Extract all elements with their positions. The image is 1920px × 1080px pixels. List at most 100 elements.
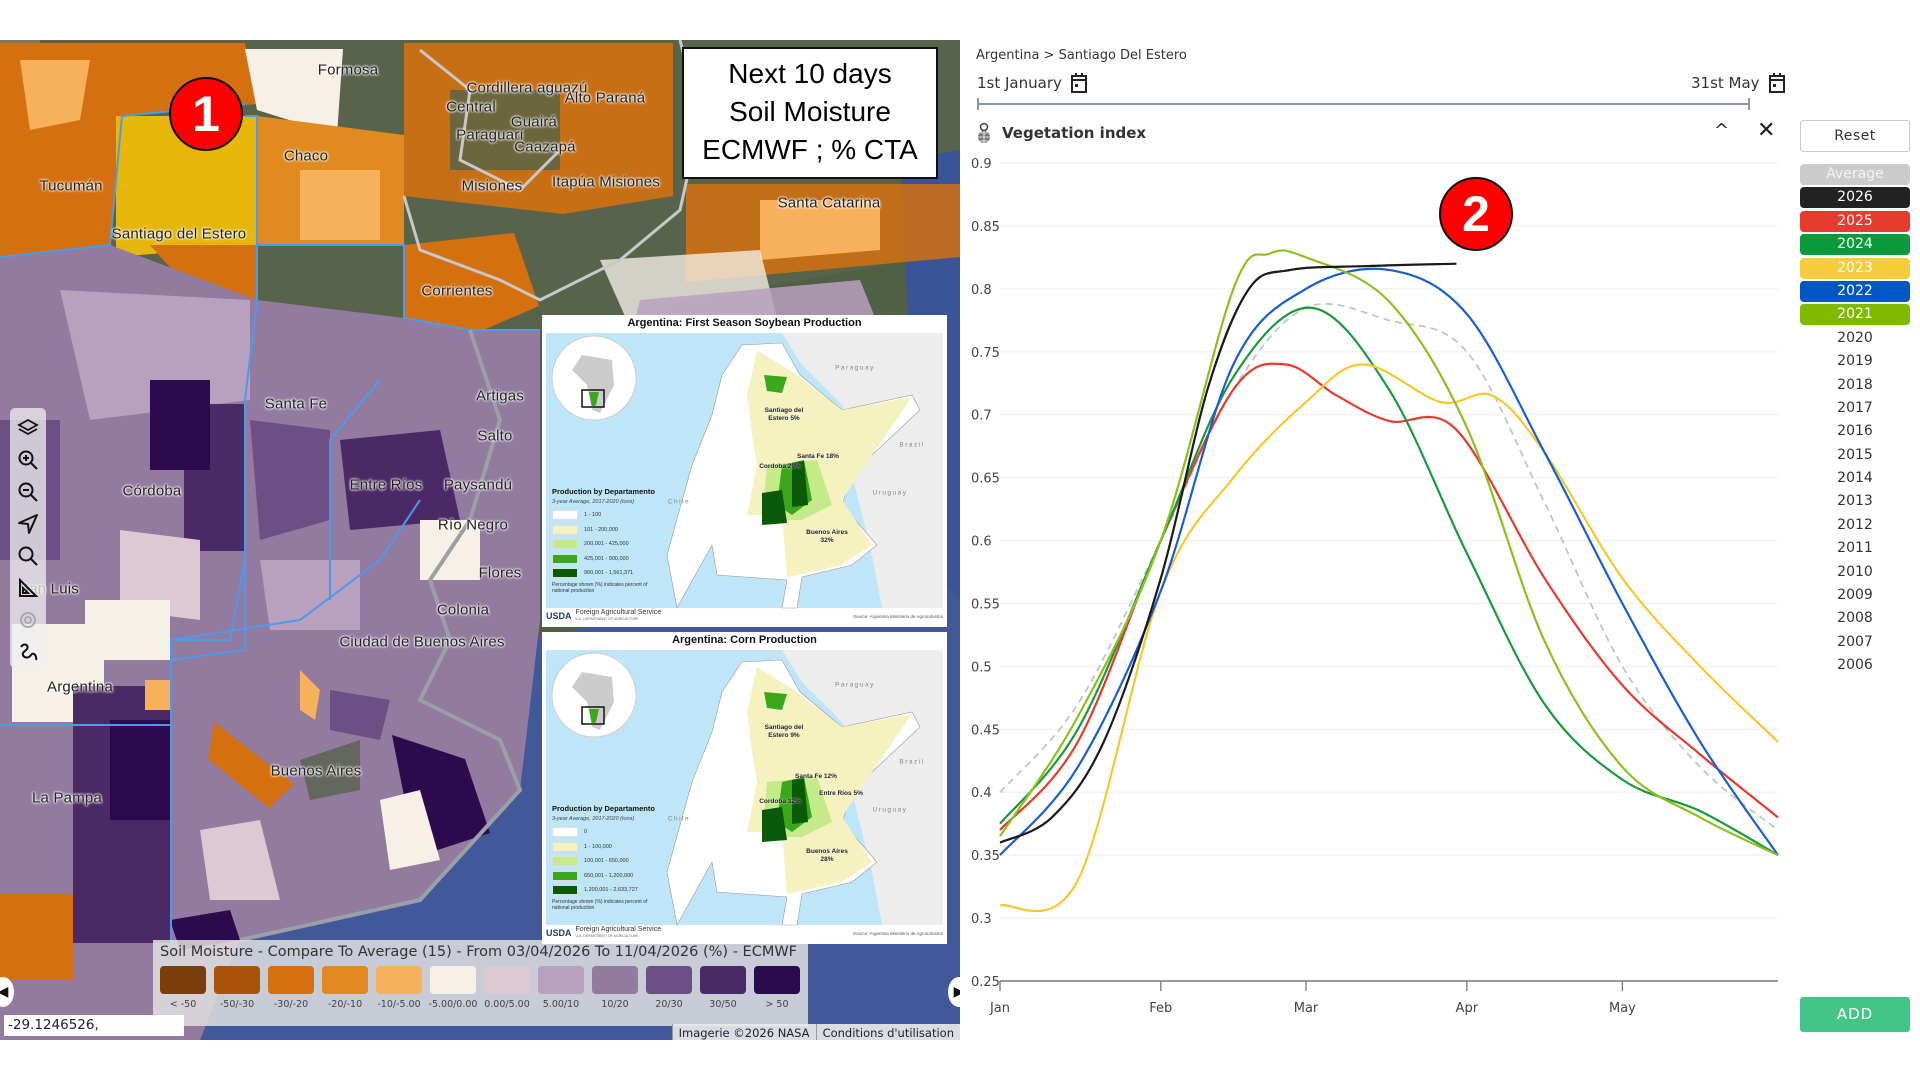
legend-year-2007[interactable]: 2007 — [1837, 633, 1873, 650]
inset-title: Argentina: Corn Production — [672, 634, 817, 646]
legend-year-2006[interactable]: 2006 — [1837, 657, 1873, 674]
zoom-in-icon[interactable] — [13, 444, 43, 476]
inset-note: Percentage shown (%) indicates percent o… — [552, 581, 648, 595]
inset-legend-swatch — [552, 539, 578, 550]
reset-button[interactable]: Reset — [1800, 120, 1910, 152]
close-icon[interactable]: ✕ — [1757, 118, 1776, 143]
legend-year-2017[interactable]: 2017 — [1837, 399, 1873, 416]
map-label: Corrientes — [421, 282, 493, 300]
map-label: Córdoba — [122, 482, 182, 500]
map-label: Chaco — [283, 147, 329, 165]
imagery-credit: Imagerie ©2026 NASA — [671, 1024, 816, 1040]
legend-year-2013[interactable]: 2013 — [1837, 493, 1873, 510]
inset-legend-row: 1 - 100 — [552, 508, 662, 523]
legend-year-2018[interactable]: 2018 — [1837, 376, 1873, 393]
layers-icon[interactable] — [13, 412, 43, 444]
inset-legend-swatch — [552, 885, 578, 896]
legend-class-label: 20/30 — [655, 999, 683, 1010]
inset-legend-label: 1,200,001 - 2,633,727 — [584, 887, 638, 894]
map-label: Formosa — [317, 61, 379, 79]
legend-swatch — [160, 966, 206, 994]
legend-year-2016[interactable]: 2016 — [1837, 423, 1873, 440]
inset-country-label: Chile — [667, 815, 691, 823]
inset-legend-swatch — [552, 841, 578, 852]
add-button[interactable]: ADD — [1800, 997, 1910, 1032]
legend-year-2015[interactable]: 2015 — [1837, 446, 1873, 463]
department-name: U.S. DEPARTMENT OF AGRICULTURE — [575, 617, 639, 621]
map-label: Argentina — [46, 678, 114, 696]
inset-legend-swatch — [552, 856, 578, 867]
inset-legend-subtitle: 3-year Average, 2017-2020 (tons) — [552, 499, 635, 505]
inset-footer: USDA Foreign Agricultural Service U.S. DEP… — [546, 608, 943, 624]
legend-year-2023[interactable]: 2023 — [1800, 257, 1910, 279]
map-label: Misiones — [461, 177, 523, 195]
legend-year-2009[interactable]: 2009 — [1837, 587, 1873, 604]
inset-legend-swatch — [552, 510, 578, 521]
info-line: Next 10 days — [728, 58, 892, 89]
legend-class: 30/50 — [700, 966, 746, 1010]
inset-legend-row: 1 - 100,000 — [552, 840, 662, 855]
legend-class: -5.00/0.00 — [429, 966, 477, 1010]
legend-class: -50/-30 — [214, 966, 260, 1010]
legend-year-2024[interactable]: 2024 — [1800, 234, 1910, 256]
map-label: Colonia — [436, 601, 490, 619]
map-label: La Pampa — [32, 789, 102, 807]
map-label: Guairá — [510, 113, 558, 131]
end-date-picker[interactable]: 31st May — [1691, 72, 1786, 94]
breadcrumb[interactable]: Argentina > Santiago Del Estero — [976, 48, 1187, 63]
legend-class-label: 10/20 — [601, 999, 629, 1010]
legend-class: -20/-10 — [322, 966, 368, 1010]
navigate-icon[interactable] — [13, 508, 43, 540]
legend-class-label: 5.00/10 — [542, 999, 580, 1010]
prev-arrow-icon[interactable]: ◀ — [0, 977, 14, 1007]
legend-year-2011[interactable]: 2011 — [1837, 540, 1873, 557]
inset-note: Percentage shown (%) indicates percent o… — [552, 898, 648, 912]
inset-province-label: Santa Fe 12% — [795, 773, 837, 780]
zoom-out-icon[interactable] — [13, 476, 43, 508]
inset-legend-title: Production by Departamento — [552, 804, 655, 813]
map-label: Tucumán — [39, 177, 103, 195]
inset-source: Source: Argentina Ministerio de Agroindu… — [852, 613, 943, 619]
map-label: Caazapá — [514, 138, 576, 156]
inset-map-graphic — [546, 650, 943, 926]
legend-year-2021[interactable]: 2021 — [1800, 304, 1910, 326]
locate-icon[interactable] — [13, 604, 43, 636]
legend-class: > 50 — [754, 966, 800, 1010]
legend-year-2025[interactable]: 2025 — [1800, 210, 1910, 232]
legend-class-label: 0.00/5.00 — [484, 999, 530, 1010]
calendar-icon[interactable] — [1768, 72, 1786, 94]
legend-year-2022[interactable]: 2022 — [1800, 280, 1910, 302]
collapse-caret-icon[interactable]: ^ — [1714, 120, 1730, 141]
vegetation-panel: Argentina > Santiago Del Estero 1st Janu… — [960, 0, 1920, 1080]
measure-icon[interactable] — [13, 572, 43, 604]
inset-legend-label: 200,001 - 425,000 — [584, 541, 629, 548]
legend-year-2026[interactable]: 2026 — [1800, 187, 1910, 209]
date-range-slider[interactable] — [977, 98, 1750, 110]
legend-swatch — [430, 966, 476, 994]
legend-year-2008[interactable]: 2008 — [1837, 610, 1873, 627]
legend-year-2019[interactable]: 2019 — [1837, 353, 1873, 370]
inset-legend-row: 650,001 - 1,200,000 — [552, 869, 662, 884]
department-name: U.S. DEPARTMENT OF AGRICULTURE — [575, 934, 639, 938]
agency-name: Foreign Agricultural Service U.S. DEPARTM… — [575, 609, 662, 621]
legend-year-2020[interactable]: 2020 — [1837, 329, 1873, 346]
search-icon[interactable] — [13, 540, 43, 572]
inset-footer: USDA Foreign Agricultural Service U.S. DEP… — [546, 925, 943, 941]
draw-path-icon[interactable] — [13, 636, 43, 668]
map-label: Paraguarí — [456, 126, 524, 144]
inset-province-label: Cordoba 29% — [759, 463, 801, 470]
next-arrow-icon[interactable]: ▶ — [948, 977, 960, 1007]
map-label: Entre Ríos — [349, 476, 423, 494]
inset-country-label: Brazil — [899, 758, 925, 766]
legend-year-2012[interactable]: 2012 — [1837, 516, 1873, 533]
legend-class-label: -10/-5.00 — [377, 999, 421, 1010]
legend-year-2010[interactable]: 2010 — [1837, 563, 1873, 580]
inset-legend-label: 100,001 - 650,000 — [584, 858, 629, 865]
legend-year-2014[interactable]: 2014 — [1837, 470, 1873, 487]
map-attribution: Imagerie ©2026 NASA Conditions d'utilisa… — [671, 1024, 960, 1040]
start-date-picker[interactable]: 1st January — [977, 72, 1088, 94]
legend-year-average[interactable]: Average — [1800, 164, 1910, 185]
year-legend: Average 2026 2025 2024 2023 2022 2021 2020 2019 2… — [1800, 164, 1910, 679]
calendar-icon[interactable] — [1070, 72, 1088, 94]
terms-link[interactable]: Conditions d'utilisation — [815, 1024, 960, 1040]
